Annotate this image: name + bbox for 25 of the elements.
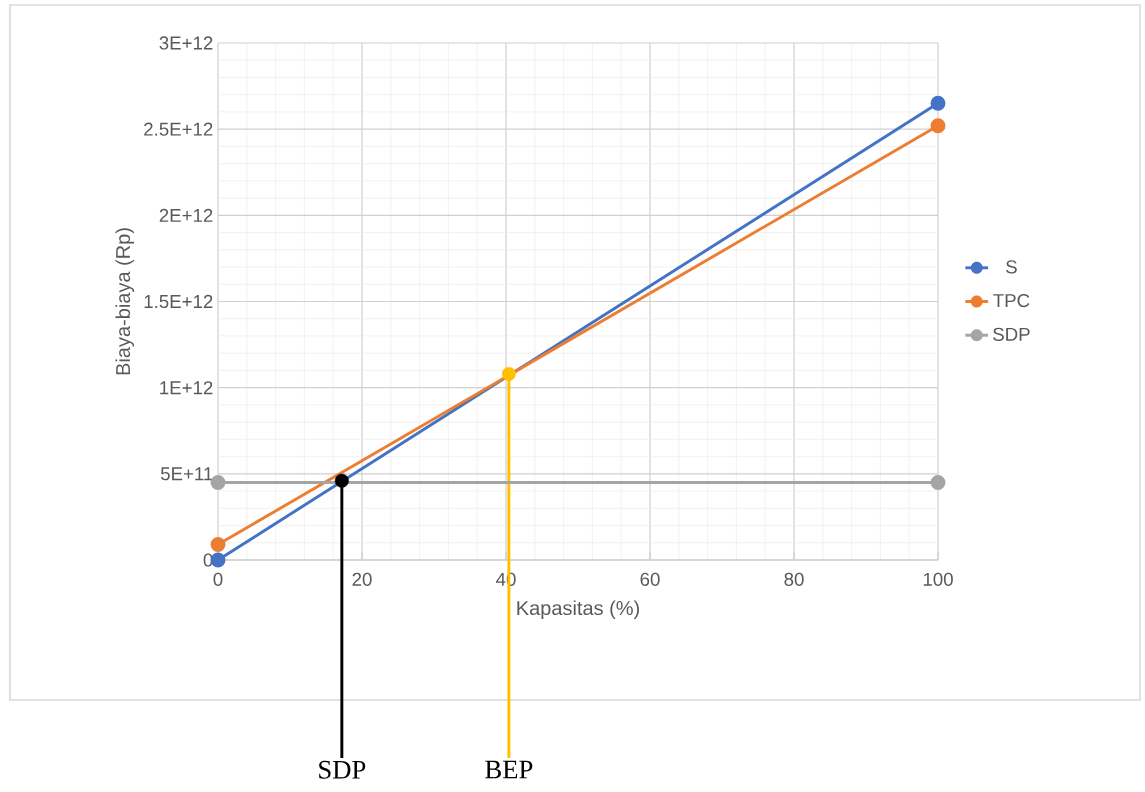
legend-label: TPC <box>993 293 1030 308</box>
x-tick-label: 0 <box>213 572 223 586</box>
point <box>210 537 226 552</box>
y-tick-label: 1.5E+12 <box>144 294 213 309</box>
y-tick-label: 2E+12 <box>159 208 213 222</box>
y-tick-label: 1E+12 <box>160 381 213 395</box>
point <box>210 474 226 490</box>
legend-label: S <box>1006 260 1017 274</box>
x-tick-label: 20 <box>352 572 372 586</box>
legend-label: SDP <box>993 327 1030 341</box>
point <box>930 95 946 111</box>
x-axis-title: Kapasitas (%) <box>517 600 639 620</box>
ref-line-label: BEP <box>485 760 533 779</box>
point <box>930 474 946 490</box>
x-tick-label: 80 <box>784 572 804 586</box>
point <box>334 473 349 488</box>
y-tick-label: 5E+11 <box>160 467 213 481</box>
y-tick-label: 2.5E+12 <box>144 122 213 136</box>
y-axis-title: Biaya-biaya (Rp) <box>115 228 135 375</box>
ref-line-label: SDP <box>319 760 366 779</box>
point <box>930 118 946 134</box>
y-tick-label: 3E+12 <box>159 36 213 50</box>
x-tick-label: 100 <box>923 572 953 586</box>
x-tick-label: 60 <box>640 572 660 586</box>
point <box>501 366 516 381</box>
